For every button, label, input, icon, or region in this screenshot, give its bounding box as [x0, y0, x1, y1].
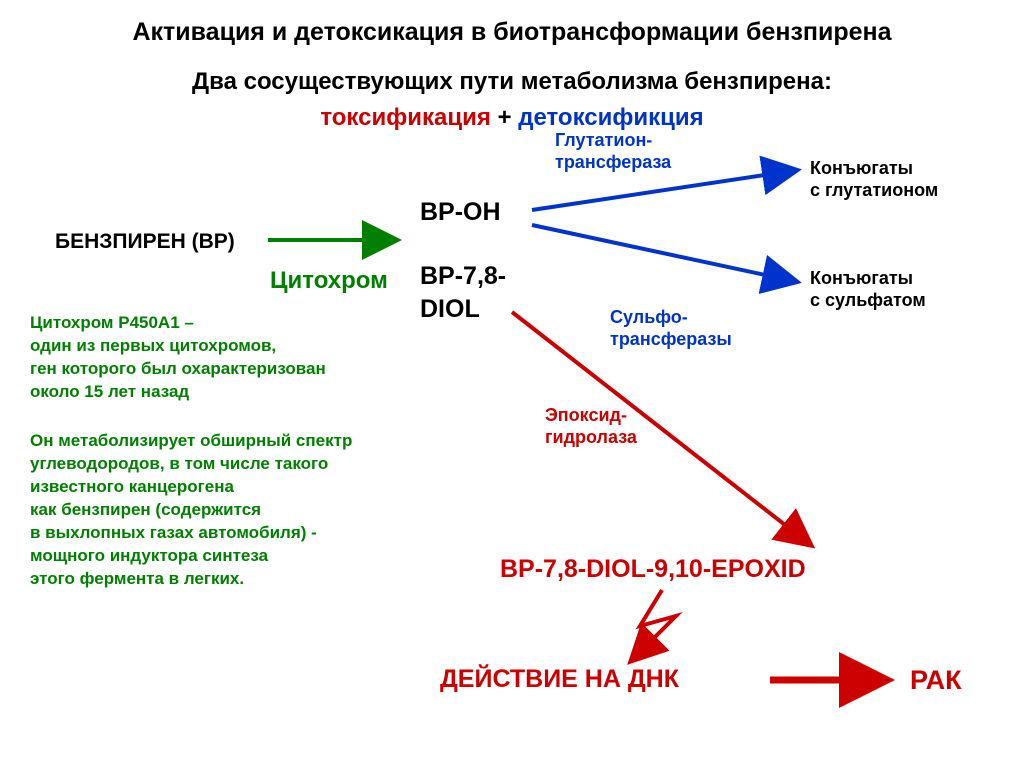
glutathione-transferase-label-2: трансфераза	[555, 152, 671, 173]
detoxification-label: детоксификция	[518, 104, 703, 131]
arrow-to-sulfate	[532, 225, 798, 282]
dna-action-node: ДЕЙСТВИЕ НА ДНК	[440, 665, 679, 694]
slide-title: Активация и детоксикация в биотрансформа…	[0, 18, 1024, 47]
benzpyrene-node: БЕНЗПИРЕН (BP)	[55, 230, 235, 254]
arrow-to-glutathione	[532, 170, 798, 210]
conjugate-sulfate-2: с сульфатом	[810, 290, 926, 311]
conjugate-sulfate-1: Конъюгаты	[810, 268, 913, 289]
sidenote-block-1: Цитохром P450A1 – один из первых цитохро…	[30, 312, 326, 404]
cytochrome-label: Цитохром	[270, 267, 400, 295]
toxification-label: токсификация	[320, 104, 491, 131]
cancer-node: РАК	[910, 665, 962, 696]
bpoh-node: BP-OH	[420, 198, 501, 227]
sulfo-transferase-label-1: Сульфо-	[610, 307, 688, 328]
conjugate-glutathione-2: с глутатионом	[810, 180, 938, 201]
slide-subtitle: Два сосуществующих пути метаболизма бенз…	[0, 68, 1024, 96]
glutathione-transferase-label-1: Глутатион-	[555, 130, 652, 151]
pathways-line: токсификация + детоксификция	[0, 104, 1024, 132]
sulfo-transferase-label-2: трансферазы	[610, 329, 732, 350]
epoxide-hydrolase-label-1: Эпоксид-	[545, 405, 627, 426]
plus-label: +	[491, 104, 518, 131]
epoxide-hydrolase-label-2: гидролаза	[545, 427, 637, 448]
bpdiol-node-line1: BP-7,8-	[420, 262, 506, 291]
sidenote-block-2: Он метаболизирует обширный спектр углево…	[30, 430, 352, 591]
conjugate-glutathione-1: Конъюгаты	[810, 158, 913, 179]
bpdiol-node-line2: DIOL	[420, 295, 480, 324]
epoxid-node: BP-7,8-DIOL-9,10-EPOXID	[500, 555, 806, 584]
arrow-zigzag-to-dna	[630, 590, 676, 662]
